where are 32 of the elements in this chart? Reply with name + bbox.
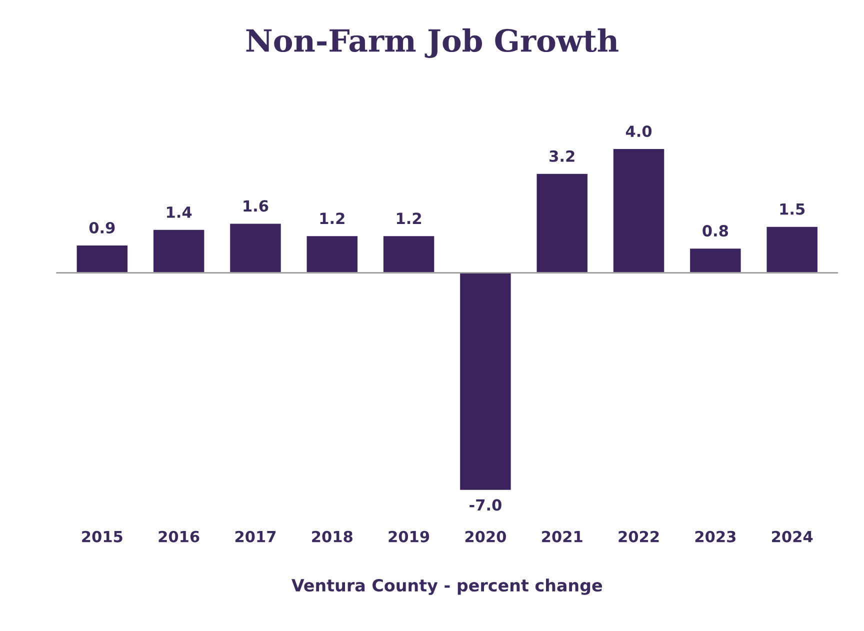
data-label: 0.8 (702, 225, 728, 237)
data-label: 0.9 (89, 222, 115, 234)
chart-title: Non-Farm Job Growth (246, 28, 618, 58)
bar (458, 272, 512, 492)
bar (305, 234, 359, 274)
data-label: -7.0 (470, 499, 502, 511)
data-label: 1.2 (396, 212, 421, 224)
data-label: 1.4 (167, 206, 192, 218)
x-tick-label: 2015 (82, 530, 122, 542)
x-tick-label: 2019 (388, 530, 430, 542)
data-label: 1.2 (320, 212, 344, 224)
x-tick-label: 2023 (695, 530, 736, 542)
x-tick-label: 2024 (772, 530, 813, 542)
x-tick-label: 2018 (312, 530, 352, 542)
data-label: 1.6 (244, 200, 268, 212)
bar (152, 228, 206, 274)
bar (612, 148, 666, 274)
bar (382, 234, 436, 274)
data-label: 3.2 (550, 150, 574, 162)
x-tick-label: 2016 (158, 530, 200, 542)
bar (688, 247, 742, 274)
bar (535, 172, 589, 274)
bar (75, 244, 129, 274)
x-tick-label: 2022 (618, 530, 659, 542)
x-tick-label: 2020 (465, 530, 506, 542)
x-axis-title: Ventura County - percent change (292, 578, 602, 595)
bar (228, 222, 282, 274)
bar (765, 225, 819, 274)
x-tick-label: 2021 (542, 530, 582, 542)
data-label: 4.0 (626, 125, 652, 138)
x-tick-label: 2017 (235, 530, 276, 542)
data-label: 1.5 (780, 203, 805, 215)
